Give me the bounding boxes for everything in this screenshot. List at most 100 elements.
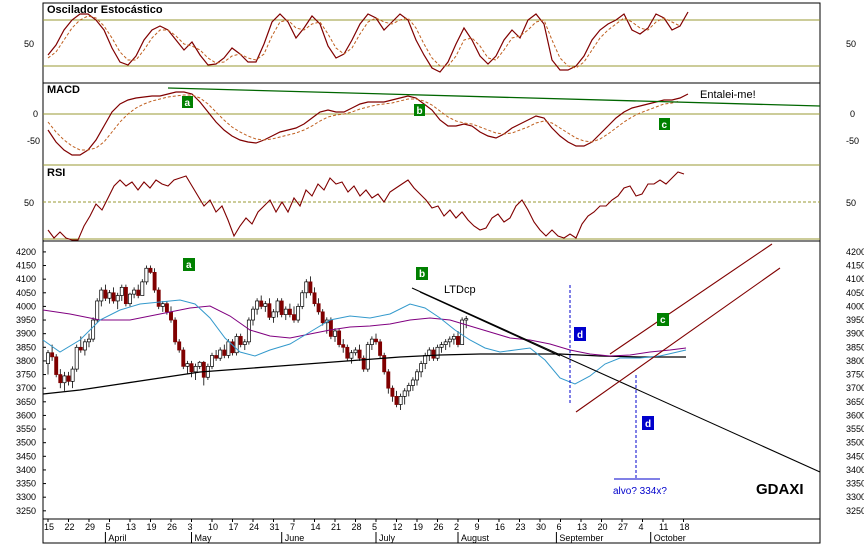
candle-body-up xyxy=(398,396,403,405)
candle xyxy=(451,333,456,345)
price-tick-right: 4200 xyxy=(846,247,864,257)
candle xyxy=(152,268,157,293)
candle-body-down xyxy=(173,319,178,343)
price-tick-right: 4050 xyxy=(846,288,864,298)
date-tick-label: 16 xyxy=(495,522,505,532)
candle-body-down xyxy=(189,363,194,373)
candle xyxy=(271,309,276,323)
month-labels: April May June July August September October xyxy=(104,532,686,543)
candle-body-down xyxy=(230,341,235,354)
date-tick-label: 5 xyxy=(372,522,377,532)
candle xyxy=(246,317,251,345)
ltdcp-extension xyxy=(419,291,561,357)
macd-tick-neg50-left: -50 xyxy=(27,136,40,146)
candle-body-up xyxy=(128,293,132,305)
candle xyxy=(374,333,378,345)
date-tick-label: 12 xyxy=(393,522,403,532)
date-tick-label: 26 xyxy=(167,522,177,532)
candle xyxy=(177,339,182,353)
month-label: April xyxy=(108,533,126,543)
date-tick-label: 19 xyxy=(147,522,157,532)
date-tick-label: 7 xyxy=(290,522,295,532)
price-tick-right: 3750 xyxy=(846,370,864,380)
date-tick-label: 13 xyxy=(577,522,587,532)
candle-body-up xyxy=(333,330,337,337)
candle-body-down xyxy=(382,355,387,373)
candle-body-up xyxy=(144,267,149,283)
moving-average-long xyxy=(42,353,686,395)
candle xyxy=(320,309,325,326)
macd-signal-line xyxy=(47,94,681,151)
candle xyxy=(287,303,292,318)
candle xyxy=(460,317,465,345)
candle xyxy=(402,388,407,405)
candle-body-down xyxy=(374,338,378,343)
candle-body-down xyxy=(390,387,395,397)
candle-body-up xyxy=(87,338,91,343)
candle-body-up xyxy=(296,306,301,321)
candle-body-down xyxy=(341,344,346,348)
candle-body-down xyxy=(378,341,383,356)
price-marker-c: c xyxy=(660,315,666,326)
date-tick-label: 13 xyxy=(126,522,136,532)
candle-body-up xyxy=(423,355,428,364)
candle-body-down xyxy=(316,303,321,313)
candle xyxy=(316,298,321,315)
candle xyxy=(361,355,366,372)
candle-body-down xyxy=(238,336,243,345)
candle-body-down xyxy=(177,341,182,351)
candle xyxy=(390,385,395,402)
macd-marker-a-box xyxy=(182,96,193,108)
candle-body-down xyxy=(279,300,284,315)
candle-body-down xyxy=(308,281,313,294)
candle xyxy=(275,298,280,318)
candle xyxy=(255,298,260,315)
date-tick-label: 14 xyxy=(311,522,321,532)
candle xyxy=(160,300,165,312)
month-label: October xyxy=(654,533,686,543)
candle xyxy=(66,371,71,386)
price-tick-right: 3500 xyxy=(846,438,864,448)
candle xyxy=(99,287,104,307)
candle xyxy=(50,344,55,361)
price-axis: 4200 4200 4150 4150 4100 4100 4050 4050 4000 4000… xyxy=(16,247,864,516)
candle xyxy=(115,292,120,310)
candle-body-up xyxy=(46,352,50,364)
price-marker-a-box xyxy=(183,258,195,271)
candle-body-up xyxy=(447,338,452,343)
candle-body-up xyxy=(119,286,124,296)
price-tick-left: 3750 xyxy=(16,370,36,380)
price-marker-b-box xyxy=(416,267,428,280)
candle-body-down xyxy=(58,374,63,384)
candle-body-up xyxy=(95,300,100,321)
candle xyxy=(46,350,50,375)
candle xyxy=(410,377,415,391)
candle xyxy=(357,344,362,361)
candle xyxy=(242,339,247,351)
candle xyxy=(201,360,206,386)
candle xyxy=(337,328,342,348)
candle xyxy=(111,287,116,304)
candle xyxy=(341,339,346,353)
month-label: May xyxy=(195,533,213,543)
price-tick-right: 3700 xyxy=(846,383,864,393)
date-tick-label: 10 xyxy=(208,522,218,532)
candle-body-down xyxy=(78,346,83,351)
price-tick-left: 3350 xyxy=(16,479,36,489)
candle-body-up xyxy=(132,289,137,295)
candle-body-up xyxy=(70,368,75,382)
candle-body-down xyxy=(357,349,362,359)
candle-body-up xyxy=(185,363,190,367)
candle xyxy=(308,276,313,296)
candle xyxy=(300,290,305,310)
candle-body-up xyxy=(107,292,112,299)
month-label: July xyxy=(379,533,396,543)
price-tick-right: 3250 xyxy=(846,506,864,516)
candle-body-down xyxy=(287,308,292,315)
candle xyxy=(431,347,436,361)
candle-body-down xyxy=(328,319,333,337)
candle-body-up xyxy=(304,281,309,294)
rsi-title: RSI xyxy=(47,167,65,179)
candle xyxy=(419,360,424,378)
candle xyxy=(181,347,186,370)
